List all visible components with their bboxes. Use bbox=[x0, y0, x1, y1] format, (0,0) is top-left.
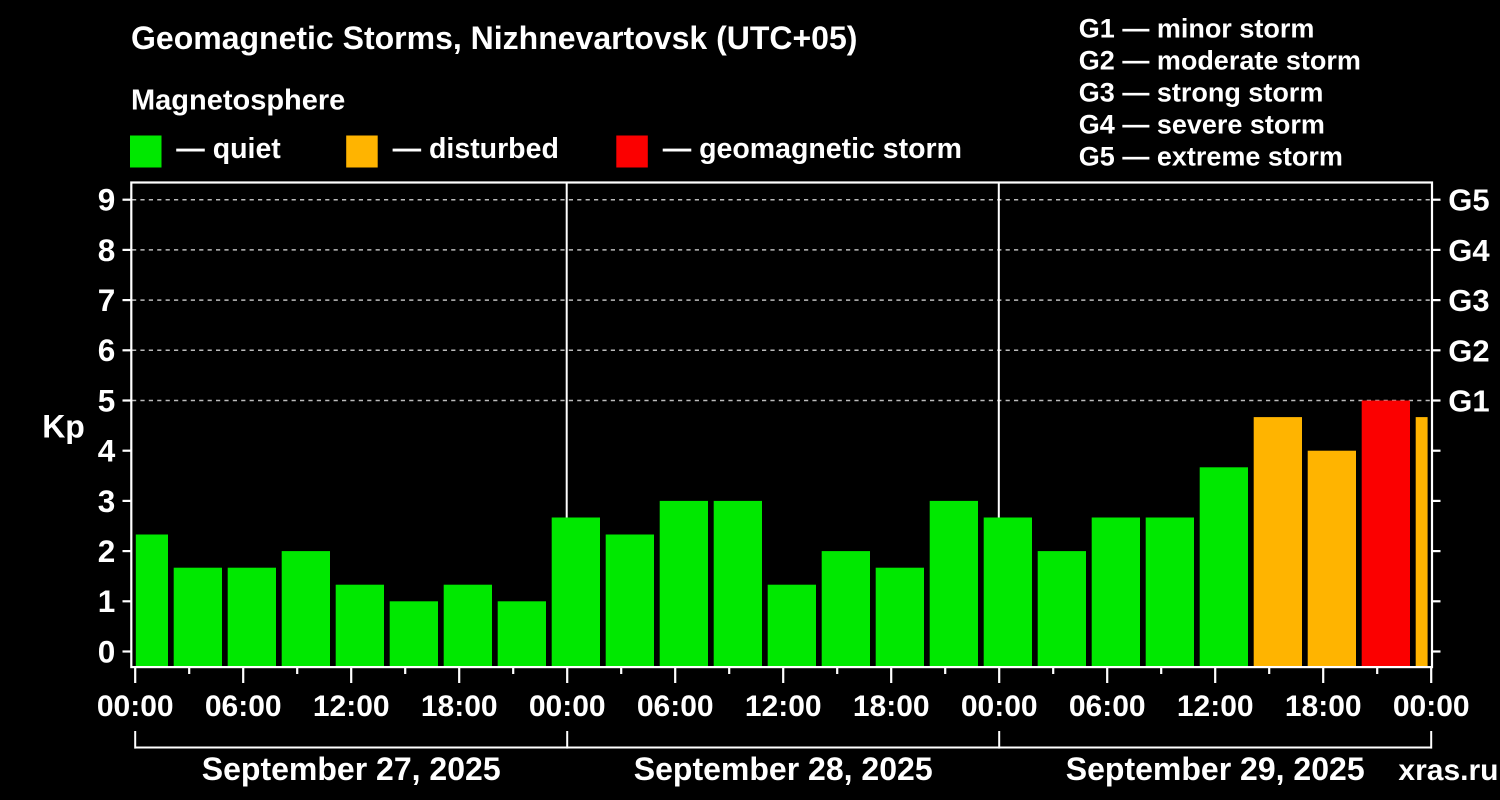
svg-text:06:00: 06:00 bbox=[637, 690, 714, 723]
svg-text:xras.ru: xras.ru bbox=[1398, 754, 1498, 787]
svg-text:00:00: 00:00 bbox=[1393, 690, 1470, 723]
svg-text:00:00: 00:00 bbox=[961, 690, 1038, 723]
svg-text:3: 3 bbox=[98, 483, 116, 519]
svg-text:September 27, 2025: September 27, 2025 bbox=[202, 751, 501, 787]
svg-text:18:00: 18:00 bbox=[1285, 690, 1362, 723]
svg-text:September 29, 2025: September 29, 2025 bbox=[1066, 751, 1365, 787]
svg-text:12:00: 12:00 bbox=[313, 690, 390, 723]
svg-text:6: 6 bbox=[98, 332, 116, 368]
svg-text:1: 1 bbox=[98, 583, 116, 619]
svg-text:12:00: 12:00 bbox=[1177, 690, 1254, 723]
svg-text:00:00: 00:00 bbox=[97, 690, 174, 723]
svg-text:G5: G5 bbox=[1448, 183, 1489, 218]
svg-text:G3 — strong storm: G3 — strong storm bbox=[1079, 78, 1324, 108]
svg-text:G2 — moderate storm: G2 — moderate storm bbox=[1079, 46, 1361, 76]
svg-text:September 28, 2025: September 28, 2025 bbox=[634, 751, 933, 787]
svg-text:G2: G2 bbox=[1448, 333, 1489, 368]
svg-text:G5 — extreme storm: G5 — extreme storm bbox=[1079, 142, 1343, 172]
svg-text:12:00: 12:00 bbox=[745, 690, 822, 723]
svg-text:G3: G3 bbox=[1448, 283, 1489, 318]
svg-text:06:00: 06:00 bbox=[205, 690, 282, 723]
svg-text:06:00: 06:00 bbox=[1069, 690, 1146, 723]
svg-text:G1: G1 bbox=[1448, 384, 1489, 419]
svg-text:G4: G4 bbox=[1448, 233, 1490, 268]
svg-text:2: 2 bbox=[98, 533, 116, 569]
svg-text:9: 9 bbox=[98, 182, 116, 218]
svg-text:G1 — minor storm: G1 — minor storm bbox=[1079, 14, 1315, 44]
svg-text:Geomagnetic Storms, Nizhnevart: Geomagnetic Storms, Nizhnevartovsk (UTC+… bbox=[131, 20, 857, 56]
svg-text:18:00: 18:00 bbox=[421, 690, 498, 723]
svg-text:— quiet: — quiet bbox=[176, 133, 281, 165]
svg-text:5: 5 bbox=[98, 382, 116, 418]
svg-text:8: 8 bbox=[98, 232, 116, 268]
svg-text:18:00: 18:00 bbox=[853, 690, 930, 723]
svg-text:— geomagnetic storm: — geomagnetic storm bbox=[663, 133, 962, 165]
svg-text:7: 7 bbox=[98, 282, 116, 318]
svg-text:Magnetosphere: Magnetosphere bbox=[131, 85, 345, 117]
svg-text:— disturbed: — disturbed bbox=[393, 133, 559, 165]
svg-text:Kp: Kp bbox=[42, 409, 85, 445]
svg-text:0: 0 bbox=[98, 633, 116, 669]
svg-text:00:00: 00:00 bbox=[529, 690, 606, 723]
svg-text:4: 4 bbox=[98, 433, 116, 469]
svg-text:G4 — severe storm: G4 — severe storm bbox=[1079, 110, 1325, 140]
